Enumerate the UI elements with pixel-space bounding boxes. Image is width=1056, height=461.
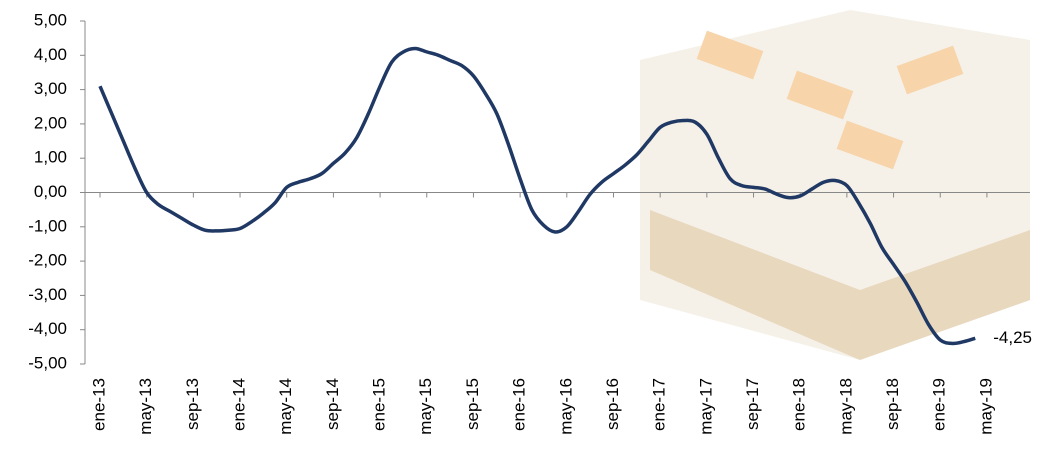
x-tick-label: ene-19 — [930, 378, 949, 431]
x-tick-label: sep-17 — [743, 378, 762, 430]
x-tick-label: sep-15 — [463, 378, 482, 430]
y-tick-label: -3,00 — [28, 285, 67, 304]
x-tick-label: sep-16 — [603, 378, 622, 430]
data-label: -4,25 — [993, 328, 1032, 347]
x-tick-label: ene-14 — [230, 378, 249, 431]
x-tick-label: may-13 — [136, 378, 155, 435]
y-tick-label: 1,00 — [34, 148, 67, 167]
y-tick-label: 0,00 — [34, 182, 67, 201]
y-tick-label: -2,00 — [28, 251, 67, 270]
x-tick-label: ene-15 — [370, 378, 389, 431]
x-tick-label: sep-18 — [883, 378, 902, 430]
y-tick-label: 3,00 — [34, 79, 67, 98]
y-tick-label: 2,00 — [34, 113, 67, 132]
x-tick-label: may-17 — [696, 378, 715, 435]
x-tick-label: may-19 — [976, 378, 995, 435]
x-tick-label: may-14 — [276, 378, 295, 435]
y-tick-label: -1,00 — [28, 216, 67, 235]
y-tick-label: -4,00 — [28, 319, 67, 338]
x-tick-label: ene-17 — [650, 378, 669, 431]
x-tick-label: sep-14 — [323, 378, 342, 430]
x-tick-label: ene-16 — [510, 378, 529, 431]
y-tick-label: 4,00 — [34, 45, 67, 64]
y-tick-label: 5,00 — [34, 10, 67, 29]
background-illustration — [640, 10, 1030, 360]
x-tick-label: may-16 — [556, 378, 575, 435]
x-tick-label: ene-13 — [89, 378, 108, 431]
x-tick-label: ene-18 — [790, 378, 809, 431]
data-line — [98, 46, 976, 346]
y-tick-label: -5,00 — [28, 353, 67, 372]
x-tick-label: may-15 — [416, 378, 435, 435]
x-tick-label: sep-13 — [183, 378, 202, 430]
x-tick-label: may-18 — [836, 378, 855, 435]
